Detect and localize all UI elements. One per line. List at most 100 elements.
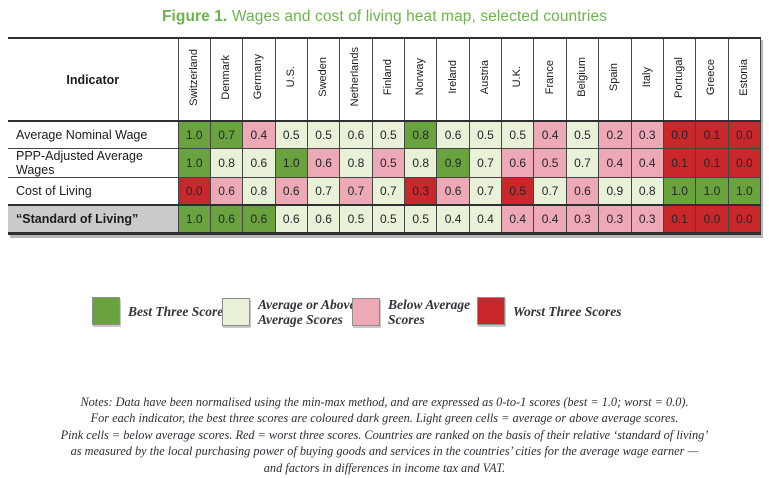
heatmap-cell: 0.6	[274, 177, 308, 206]
heatmap-cell: 0.8	[404, 148, 438, 178]
heatmap-cell: 0.0	[727, 148, 762, 178]
heatmap-cell: 0.5	[339, 204, 373, 234]
heatmap-cell: 0.6	[306, 204, 341, 234]
notes-line: Notes: Data have been normalised using t…	[80, 395, 689, 409]
heatmap-cell: 1.0	[177, 148, 211, 178]
heatmap-cell: 0.8	[404, 120, 438, 149]
heatmap-cell: 0.5	[468, 120, 503, 149]
heatmap-cell: 0.6	[242, 148, 276, 178]
row-label-average-nominal-wage: Average Nominal Wage	[8, 120, 179, 149]
legend-label: Worst Three Scores	[513, 304, 622, 319]
heatmap-cell: 0.4	[468, 204, 503, 234]
heatmap-cell: 0.2	[598, 120, 632, 149]
column-header-greece: Greece	[695, 37, 729, 122]
legend-label-line: Average Scores	[258, 312, 343, 327]
column-header-norway: Norway	[404, 37, 438, 122]
legend-swatch-above	[222, 298, 250, 326]
heatmap-cell: 0.5	[501, 120, 535, 149]
heatmap-cell: 0.0	[695, 204, 729, 234]
column-header-france: France	[533, 37, 567, 122]
legend-item-below: Below Average Scores	[352, 297, 470, 327]
heatmap-cell: 0.6	[436, 120, 470, 149]
column-header-label: Norway	[414, 58, 427, 96]
heatmap-cell: 0.5	[306, 120, 341, 149]
indicator-header-cell: Indicator	[8, 37, 179, 122]
row-label-ppp-adjusted-average-wages: PPP-Adjusted Average Wages	[8, 148, 179, 178]
legend-label: Average or Above Average Scores	[258, 297, 355, 327]
legend-item-worst: Worst Three Scores	[477, 297, 622, 325]
heatmap-cell: 0.4	[242, 120, 276, 149]
heatmap-cell: 0.8	[630, 177, 664, 206]
heatmap-cell: 0.6	[209, 204, 244, 234]
legend-label-line: Average or Above	[258, 297, 356, 312]
heatmap-table: Indicator Switzerland Denmark Germany U.S. S…	[8, 37, 762, 235]
heatmap-cell: 0.6	[242, 204, 276, 234]
column-header-label: Spain	[608, 62, 621, 92]
column-header-austria: Austria	[468, 37, 503, 122]
column-header-italy: Italy	[630, 37, 664, 122]
notes-line: and factors in differences in income tax…	[263, 460, 506, 475]
heatmap-cell: 0.3	[630, 120, 664, 149]
column-header-label: Ireland	[446, 60, 459, 94]
heatmap-cell: 1.0	[274, 148, 308, 178]
legend-label: Best Three Scores	[128, 304, 229, 319]
heatmap-cell: 0.9	[598, 177, 632, 206]
heatmap-cell: 0.5	[371, 120, 406, 149]
heatmap-cell: 0.3	[565, 204, 600, 234]
notes-line: Pink cells = below average scores. Red =…	[60, 427, 709, 442]
column-header-portugal: Portugal	[662, 37, 697, 122]
column-header-switzerland: Switzerland	[177, 37, 211, 122]
figure-title-text: Wages and cost of living heat map, selec…	[227, 8, 608, 25]
heatmap-cell: 0.7	[533, 177, 567, 206]
heatmap-cell: 0.6	[501, 148, 535, 178]
heatmap-cell: 1.0	[662, 177, 697, 206]
heatmap-cell: 0.5	[565, 120, 600, 149]
heatmap-cell: 0.5	[274, 120, 308, 149]
heatmap-cell: 0.7	[468, 177, 503, 206]
legend: Best Three Scores Average or Above Average…	[0, 297, 769, 331]
legend-item-best: Best Three Scores	[92, 297, 229, 325]
heatmap-cell: 0.7	[371, 177, 406, 206]
legend-swatch-worst	[477, 297, 505, 325]
heatmap-cell: 0.4	[533, 204, 567, 234]
heatmap-cell: 0.0	[177, 177, 211, 206]
legend-label: Below Average Scores	[388, 297, 470, 327]
column-header-sweden: Sweden	[306, 37, 341, 122]
column-header-u-k: U.K.	[501, 37, 535, 122]
figure-title: Figure 1. Wages and cost of living heat …	[0, 0, 769, 26]
column-header-netherlands: Netherlands	[339, 37, 373, 122]
heatmap-cell: 0.1	[695, 120, 729, 149]
heatmap-cell: 0.4	[598, 148, 632, 178]
heatmap-cell: 0.8	[339, 148, 373, 178]
legend-label-line: Best Three Scores	[128, 303, 229, 319]
table-row: Cost of Living 0.0 0.6 0.8 0.6 0.7 0.7 0.7 0.3 0.…	[8, 177, 762, 206]
heatmap-cell: 0.8	[242, 177, 276, 206]
heatmap-cell: 0.3	[630, 204, 664, 234]
heatmap-cell: 0.4	[501, 204, 535, 234]
heatmap-cell: 0.4	[533, 120, 567, 149]
heatmap-cell: 0.0	[727, 120, 762, 149]
heatmap-cell: 1.0	[727, 177, 762, 206]
column-header-denmark: Denmark	[209, 37, 244, 122]
column-header-label: Italy	[640, 66, 653, 88]
heatmap-cell: 0.6	[306, 148, 341, 178]
heatmap-cell: 0.0	[727, 204, 762, 234]
column-header-label: Germany	[252, 54, 265, 100]
country-header-row: Indicator Switzerland Denmark Germany U.S. S…	[8, 37, 762, 122]
heatmap-cell: 0.4	[630, 148, 664, 178]
column-header-ireland: Ireland	[436, 37, 470, 122]
heatmap-cell: 0.5	[501, 177, 535, 206]
column-header-label: Denmark	[220, 54, 233, 100]
column-header-germany: Germany	[242, 37, 276, 122]
heatmap-cell: 0.3	[404, 177, 438, 206]
heatmap-cell: 1.0	[177, 204, 211, 234]
table-row: Average Nominal Wage 1.0 0.7 0.4 0.5 0.5 0.6 0.…	[8, 120, 762, 149]
table-row: “Standard of Living” 1.0 0.6 0.6 0.6 0.6 0.5 0.…	[8, 204, 762, 234]
table-row: PPP-Adjusted Average Wages 1.0 0.8 0.6 1.0 0.…	[8, 148, 762, 178]
heatmap-cell: 0.1	[695, 148, 729, 178]
heatmap-cell: 0.7	[306, 177, 341, 206]
heatmap-cell: 0.6	[274, 204, 308, 234]
heatmap-cell: 0.7	[468, 148, 503, 178]
heatmap-cell: 0.6	[209, 177, 244, 206]
column-header-label: U.S.	[284, 66, 297, 88]
